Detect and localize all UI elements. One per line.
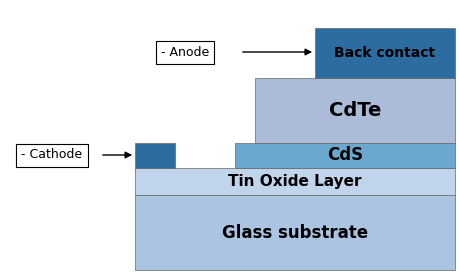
Text: CdTe: CdTe bbox=[328, 101, 381, 120]
Text: CdS: CdS bbox=[326, 147, 362, 165]
Text: Tin Oxide Layer: Tin Oxide Layer bbox=[228, 174, 361, 189]
Bar bbox=[134, 168, 454, 195]
Bar bbox=[134, 143, 174, 168]
Text: - Cathode: - Cathode bbox=[22, 148, 82, 162]
Bar bbox=[314, 28, 454, 78]
Text: Glass substrate: Glass substrate bbox=[221, 224, 367, 242]
Text: Back contact: Back contact bbox=[334, 46, 435, 60]
Bar bbox=[235, 143, 454, 168]
Text: - Anode: - Anode bbox=[161, 46, 209, 58]
Bar bbox=[134, 195, 454, 270]
Bar bbox=[254, 78, 454, 143]
